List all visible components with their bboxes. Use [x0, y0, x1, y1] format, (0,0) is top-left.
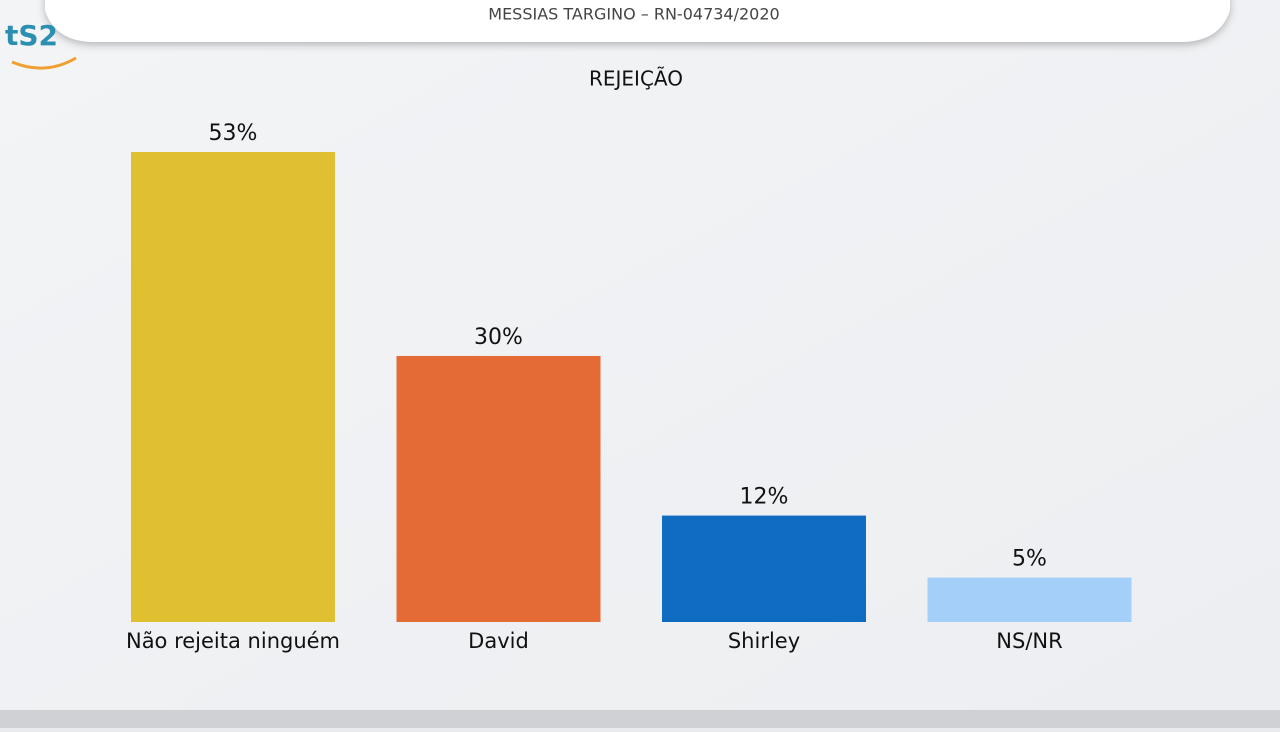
- category-label: Não rejeita ninguém: [126, 629, 340, 653]
- chart-title: REJEIÇÃO: [589, 67, 683, 91]
- category-label: NS/NR: [996, 629, 1062, 653]
- bar: [662, 515, 866, 622]
- category-label: David: [468, 629, 529, 653]
- value-label: 53%: [209, 121, 258, 146]
- header-box: [45, 0, 1230, 42]
- bottom-strip: [0, 710, 1280, 728]
- category-label: Shirley: [728, 629, 800, 653]
- bar: [396, 355, 601, 622]
- header-text: MESSIAS TARGINO – RN-04734/2020: [488, 5, 779, 24]
- logo-arrow: [11, 56, 77, 70]
- value-label: 12%: [740, 485, 789, 510]
- bar: [131, 152, 335, 622]
- value-label: 30%: [474, 325, 523, 350]
- logo: tS2: [5, 19, 58, 52]
- bar: [927, 577, 1132, 622]
- value-label: 5%: [1012, 547, 1047, 572]
